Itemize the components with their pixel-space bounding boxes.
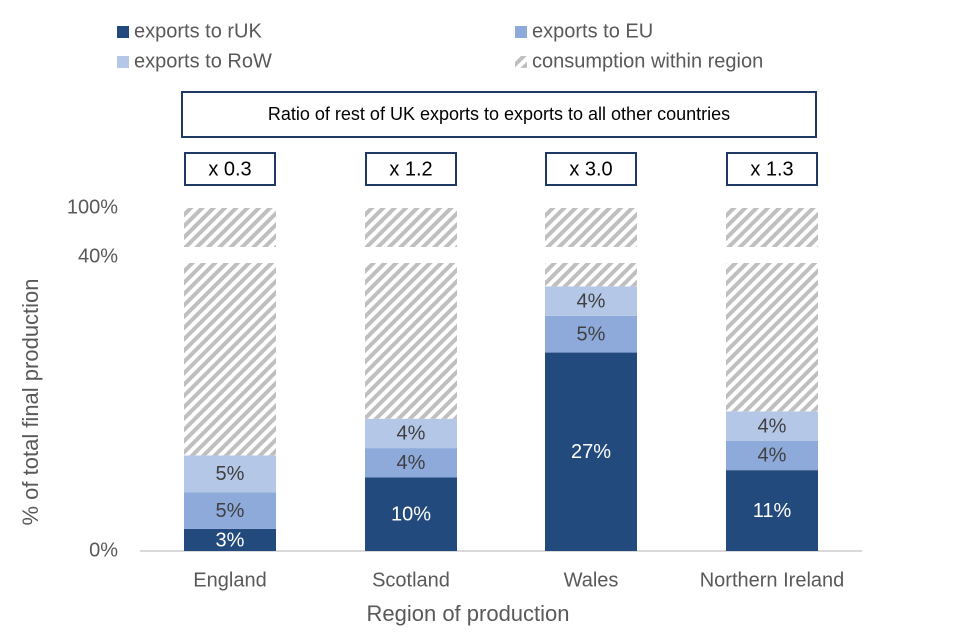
annotation: x 0.3 (208, 158, 251, 180)
bar-segment (184, 492, 276, 529)
bar-segment (545, 352, 637, 551)
data-label: 11% (753, 500, 792, 522)
x-axis-title: Region of production (366, 601, 569, 626)
x-tick-label: Scotland (372, 569, 450, 591)
legend-label: exports to RoW (134, 50, 272, 72)
y-axis-title: % of total final production (18, 278, 43, 525)
bar-segment (545, 315, 637, 353)
bar-segment (365, 477, 457, 551)
y-tick-label: 40% (78, 245, 118, 267)
legend-swatch (117, 56, 129, 68)
annotation-box (726, 152, 818, 186)
y-tick-label: 100% (67, 196, 118, 218)
bar-segment (726, 470, 818, 551)
data-label: 4% (758, 415, 787, 437)
bar-segment (726, 440, 818, 471)
data-label: 4% (397, 423, 426, 445)
bar-segment (365, 418, 457, 449)
annotation-box (181, 91, 817, 138)
legend-label: consumption within region (532, 50, 763, 72)
data-label: 5% (577, 323, 606, 345)
legend-swatch (117, 26, 129, 38)
data-label: 5% (216, 463, 245, 485)
annotation: x 1.3 (750, 158, 793, 180)
data-label: 4% (577, 290, 606, 312)
bar-segment (726, 263, 818, 412)
x-tick-label: Wales (564, 569, 619, 591)
bar-segment (726, 411, 818, 441)
legend-label: exports to EU (532, 20, 653, 42)
bar-segment (365, 448, 457, 478)
bar-segment (545, 286, 637, 316)
data-label: 5% (216, 500, 245, 522)
bar-segment (184, 263, 276, 456)
data-label: 4% (397, 452, 426, 474)
data-label: 3% (216, 529, 245, 551)
annotation-box (545, 152, 637, 186)
bar-segment (726, 208, 818, 247)
data-label: 27% (571, 441, 611, 463)
annotation-title: Ratio of rest of UK exports to exports t… (268, 104, 730, 124)
x-tick-label: Northern Ireland (700, 569, 845, 591)
annotation: x 3.0 (569, 158, 612, 180)
legend-swatch (515, 56, 527, 68)
bar-segment (545, 208, 637, 247)
y-tick-label: 0% (89, 539, 118, 561)
annotation-box (365, 152, 457, 186)
data-label: 10% (391, 504, 431, 526)
bar-segment (365, 208, 457, 247)
x-tick-label: England (193, 569, 266, 591)
bar-segment (184, 208, 276, 247)
bar-segment (545, 263, 637, 287)
legend-swatch (515, 26, 527, 38)
annotation: x 1.2 (389, 158, 432, 180)
data-label: 4% (758, 445, 787, 467)
bar-segment (365, 263, 457, 419)
annotation-box (184, 152, 276, 186)
bar-segment (184, 528, 276, 551)
legend-label: exports to rUK (134, 20, 262, 42)
bar-segment (184, 455, 276, 493)
